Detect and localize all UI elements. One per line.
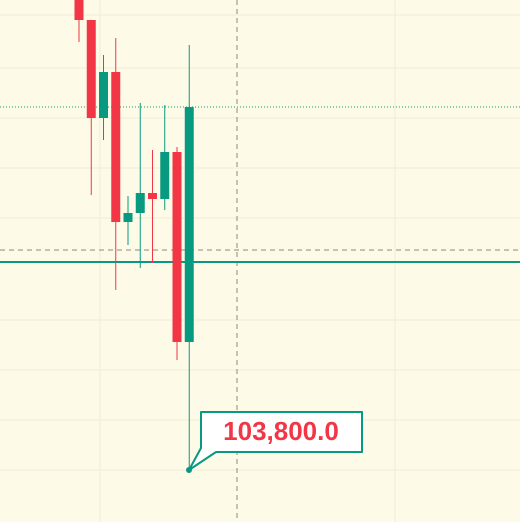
annotation-label: 103,800.0 (223, 416, 339, 446)
candle-body (184, 107, 194, 342)
candle-body (160, 152, 170, 199)
candle-body (99, 72, 108, 118)
annotation-callout (188, 411, 363, 471)
candle-body (74, 0, 84, 20)
candle-body (86, 20, 96, 118)
candle-body (135, 193, 145, 213)
candle-body (148, 193, 157, 199)
candle-body (111, 72, 121, 222)
candle-body (123, 213, 133, 222)
candle-body (172, 152, 182, 342)
